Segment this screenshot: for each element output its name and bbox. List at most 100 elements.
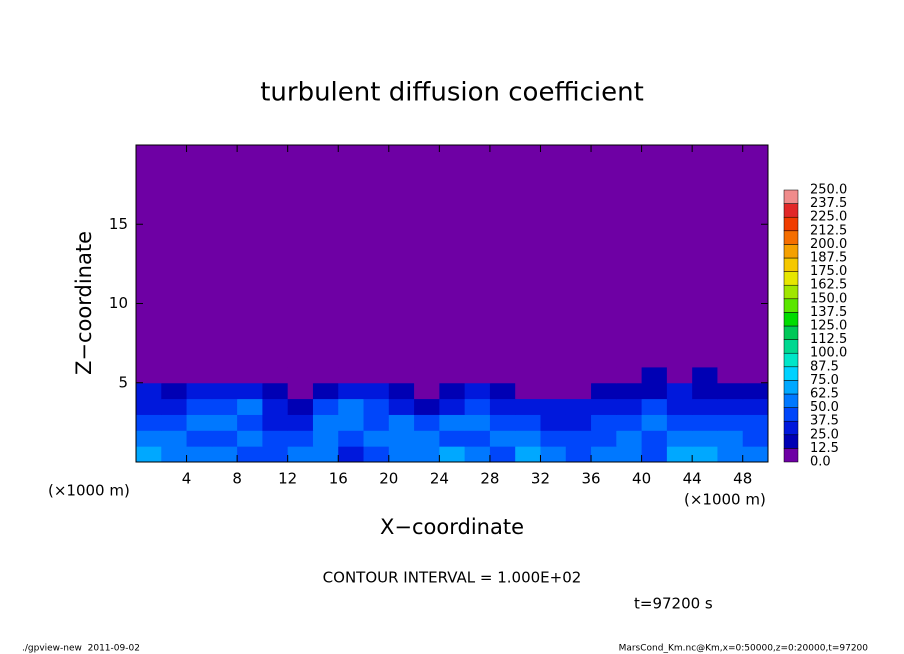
cell xyxy=(565,430,592,447)
cell xyxy=(363,398,390,415)
colorbar-label: 75.0 xyxy=(810,373,839,388)
footer-right: MarsCond_Km.nc@Km,x=0:50000,z=0:20000,t=… xyxy=(619,644,869,654)
colorbar-swatch xyxy=(783,380,799,395)
cell xyxy=(287,398,314,415)
cell xyxy=(262,145,289,368)
cell xyxy=(414,414,440,431)
cell xyxy=(262,430,289,447)
colorbar-label: 200.0 xyxy=(810,237,847,252)
cell xyxy=(717,446,744,463)
cell xyxy=(363,430,390,447)
y-axis-label: Z−coordinate xyxy=(72,231,96,375)
cell xyxy=(616,382,643,400)
cell xyxy=(363,145,390,368)
cell xyxy=(742,446,769,463)
colorbar-swatch xyxy=(783,420,799,436)
cell xyxy=(186,398,213,415)
colorbar-swatch xyxy=(783,189,799,204)
cell xyxy=(262,446,289,463)
colorbar-label: 62.5 xyxy=(810,387,839,402)
cell xyxy=(666,145,693,368)
colorbar-label: 212.5 xyxy=(810,223,847,238)
cell xyxy=(742,398,769,415)
cell xyxy=(136,446,162,463)
cell xyxy=(540,382,567,400)
colorbar-swatch xyxy=(783,244,799,259)
cell xyxy=(641,382,668,400)
cell xyxy=(692,366,718,384)
cell xyxy=(237,145,263,368)
cell xyxy=(641,145,668,368)
cell xyxy=(439,145,466,368)
x-tick-label: 8 xyxy=(232,470,242,488)
cell xyxy=(312,414,339,431)
cell xyxy=(363,366,390,384)
cell xyxy=(338,398,365,415)
cell xyxy=(616,366,643,384)
cell xyxy=(565,366,592,384)
cell xyxy=(161,398,188,415)
cell xyxy=(186,366,213,384)
cell xyxy=(237,366,263,384)
colorbar-swatch xyxy=(783,448,799,463)
cell xyxy=(211,414,238,431)
colorbar-swatch xyxy=(783,271,799,286)
colorbar-label: 150.0 xyxy=(810,291,847,306)
cell xyxy=(515,430,541,447)
cell xyxy=(414,366,440,384)
colorbar-label: 37.5 xyxy=(810,414,839,429)
cell xyxy=(312,382,339,400)
cell xyxy=(666,446,693,463)
cell xyxy=(262,366,289,384)
cell xyxy=(262,414,289,431)
cell xyxy=(692,414,718,431)
cell xyxy=(641,414,668,431)
cell xyxy=(363,414,390,431)
cell xyxy=(464,414,491,431)
cell xyxy=(287,446,314,463)
cell xyxy=(641,366,668,384)
cell xyxy=(211,398,238,415)
colorbar-swatch xyxy=(783,434,799,449)
cell xyxy=(565,382,592,400)
cell xyxy=(616,446,643,463)
cell xyxy=(464,398,491,415)
x-tick-label: 24 xyxy=(430,470,449,488)
cell xyxy=(312,430,339,447)
cell xyxy=(287,430,314,447)
cell xyxy=(161,414,188,431)
cell xyxy=(591,366,617,384)
cell xyxy=(717,382,744,400)
cell xyxy=(338,430,365,447)
cell xyxy=(666,430,693,447)
colorbar-label: 112.5 xyxy=(810,332,847,347)
cell xyxy=(161,430,188,447)
cell xyxy=(616,145,643,368)
cell xyxy=(439,398,466,415)
x-tick-label: 4 xyxy=(182,470,192,488)
cell xyxy=(287,414,314,431)
colorbar-label: 25.0 xyxy=(810,427,839,442)
cell xyxy=(388,414,415,431)
cell xyxy=(136,145,162,368)
cell xyxy=(439,446,466,463)
colorbar-swatch xyxy=(783,407,799,422)
cell xyxy=(515,446,541,463)
cell xyxy=(692,430,718,447)
cell xyxy=(565,398,592,415)
cell xyxy=(136,366,162,384)
cell xyxy=(414,398,440,415)
cell xyxy=(136,398,162,415)
x-tick-label: 36 xyxy=(581,470,600,488)
cell xyxy=(338,414,365,431)
cell xyxy=(287,382,314,400)
colorbar-swatch xyxy=(783,230,799,245)
cell xyxy=(666,414,693,431)
colorbar-swatch xyxy=(783,257,799,272)
cell xyxy=(565,446,592,463)
cell xyxy=(515,382,541,400)
cell xyxy=(363,382,390,400)
cell xyxy=(464,430,491,447)
cell xyxy=(540,414,567,431)
